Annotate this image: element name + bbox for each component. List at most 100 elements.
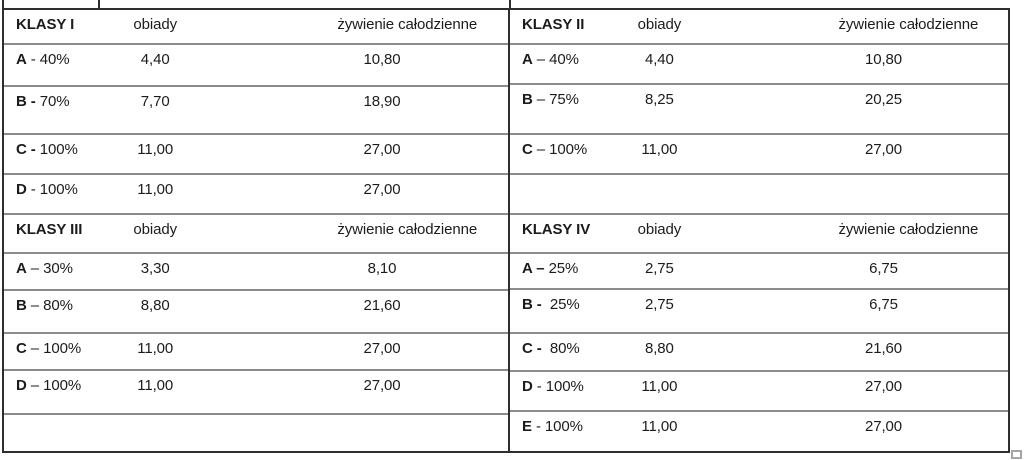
- obiady-column-header: obiady: [133, 16, 177, 33]
- share-percent: - 100%: [532, 378, 584, 395]
- table-row: B - 25% 2,75 6,75: [510, 288, 1008, 332]
- share-percent: 100%: [35, 141, 78, 158]
- obiady-value: 8,80: [140, 297, 170, 314]
- class-share-label: B – 75%: [522, 91, 579, 108]
- obiady-value: 11,00: [137, 141, 174, 158]
- share-percent: – 30%: [26, 260, 73, 277]
- table-right-half: KLASY II obiady żywienie całodzienne A –…: [510, 10, 1008, 451]
- obiady-value: 3,30: [140, 260, 170, 277]
- obiady-column-header: obiady: [637, 221, 682, 238]
- crop-mark-left: [2, 0, 4, 10]
- obiady-column-header: obiady: [637, 16, 682, 33]
- class-share-label: D - 100%: [16, 181, 78, 198]
- full-day-value: 27,00: [363, 141, 401, 158]
- class-share-label: A – 25%: [522, 260, 579, 277]
- table-row: A - 40% 4,40 10,80: [4, 43, 508, 85]
- full-day-column-header: żywienie całodzienne: [838, 221, 979, 238]
- table-row: C - 80% 8,80 21,60: [510, 332, 1008, 370]
- section-header-klasy-3: KLASY III obiady żywienie całodzienne: [4, 213, 508, 252]
- table-row: B – 75% 8,25 20,25: [510, 83, 1008, 133]
- table-row: C - 100% 11,00 27,00: [4, 133, 508, 173]
- class-share-label: B - 70%: [16, 93, 70, 110]
- class-share-label: C – 100%: [16, 340, 82, 357]
- obiady-value: 7,70: [140, 93, 170, 110]
- class-share-label: D – 100%: [16, 377, 82, 394]
- full-day-column-header: żywienie całodzienne: [337, 16, 478, 33]
- share-percent: 80%: [541, 340, 580, 357]
- full-day-value: 27,00: [864, 418, 903, 435]
- obiady-value: 11,00: [641, 141, 678, 158]
- table-row: E - 100% 11,00 27,00: [510, 410, 1008, 451]
- empty-row: [4, 413, 508, 451]
- section-title: KLASY II: [522, 16, 585, 33]
- full-day-value: 21,60: [864, 340, 903, 357]
- empty-row: [510, 173, 1008, 213]
- full-day-value: 8,10: [367, 260, 397, 277]
- class-share-label: A - 40%: [16, 51, 70, 68]
- table-row: A – 25% 2,75 6,75: [510, 252, 1008, 288]
- obiady-value: 4,40: [140, 51, 170, 68]
- full-day-value: 6,75: [869, 260, 898, 277]
- table-left-half: KLASY I obiady żywienie całodzienne A - …: [4, 10, 510, 451]
- share-percent: – 75%: [532, 91, 579, 108]
- section-header-klasy-1: KLASY I obiady żywienie całodzienne: [4, 10, 508, 43]
- class-share-label: D - 100%: [522, 378, 584, 395]
- section-header-klasy-2: KLASY II obiady żywienie całodzienne: [510, 10, 1008, 43]
- table-row: A – 30% 3,30 8,10: [4, 252, 508, 289]
- full-day-value: 20,25: [864, 91, 903, 108]
- share-percent: – 100%: [26, 340, 82, 357]
- table-row: D - 100% 11,00 27,00: [4, 173, 508, 213]
- full-day-value: 21,60: [363, 297, 401, 314]
- table-row: D – 100% 11,00 27,00: [4, 369, 508, 413]
- share-percent: - 100%: [26, 181, 78, 198]
- obiady-value: 11,00: [137, 377, 174, 394]
- pricing-table: KLASY I obiady żywienie całodzienne A - …: [2, 8, 1010, 453]
- section-title: KLASY I: [16, 16, 75, 33]
- share-percent: – 40%: [532, 51, 579, 68]
- table-row: A – 40% 4,40 10,80: [510, 43, 1008, 83]
- full-day-value: 10,80: [864, 51, 903, 68]
- class-share-label: C - 100%: [16, 141, 78, 158]
- full-day-value: 27,00: [363, 340, 401, 357]
- share-percent: 25%: [544, 260, 579, 277]
- section-header-klasy-4: KLASY IV obiady żywienie całodzienne: [510, 213, 1008, 252]
- obiady-value: 11,00: [137, 181, 174, 198]
- full-day-column-header: żywienie całodzienne: [838, 16, 979, 33]
- class-share-label: C - 80%: [522, 340, 580, 357]
- full-day-column-header: żywienie całodzienne: [337, 221, 478, 238]
- section-title: KLASY IV: [522, 221, 591, 238]
- full-day-value: 27,00: [363, 181, 401, 198]
- table-row: D - 100% 11,00 27,00: [510, 370, 1008, 410]
- obiady-value: 4,40: [644, 51, 674, 68]
- table-row: B – 80% 8,80 21,60: [4, 289, 508, 332]
- share-percent: - 40%: [26, 51, 70, 68]
- obiady-value: 11,00: [137, 340, 174, 357]
- full-day-value: 10,80: [363, 51, 401, 68]
- table-resize-handle: [1011, 450, 1022, 459]
- full-day-value: 27,00: [864, 378, 903, 395]
- section-title: KLASY III: [16, 221, 83, 238]
- crop-mark-col: [98, 0, 100, 10]
- obiady-value: 11,00: [641, 378, 678, 395]
- share-percent: 25%: [541, 296, 580, 313]
- full-day-value: 18,90: [363, 93, 401, 110]
- class-share-label: A – 40%: [522, 51, 579, 68]
- table-row: C – 100% 11,00 27,00: [4, 332, 508, 369]
- class-share-label: B – 80%: [16, 297, 73, 314]
- share-percent: – 80%: [26, 297, 73, 314]
- full-day-value: 6,75: [869, 296, 898, 313]
- full-day-value: 27,00: [363, 377, 401, 394]
- class-share-label: B - 25%: [522, 296, 580, 313]
- share-percent: - 100%: [531, 418, 583, 435]
- full-day-value: 27,00: [864, 141, 903, 158]
- class-share-label: E - 100%: [522, 418, 583, 435]
- obiady-value: 2,75: [644, 260, 674, 277]
- obiady-value: 11,00: [641, 418, 678, 435]
- obiady-value: 8,80: [644, 340, 674, 357]
- class-share-label: C – 100%: [522, 141, 588, 158]
- share-percent: 70%: [35, 93, 70, 110]
- obiady-value: 8,25: [644, 91, 674, 108]
- table-row: C – 100% 11,00 27,00: [510, 133, 1008, 173]
- obiady-value: 2,75: [644, 296, 674, 313]
